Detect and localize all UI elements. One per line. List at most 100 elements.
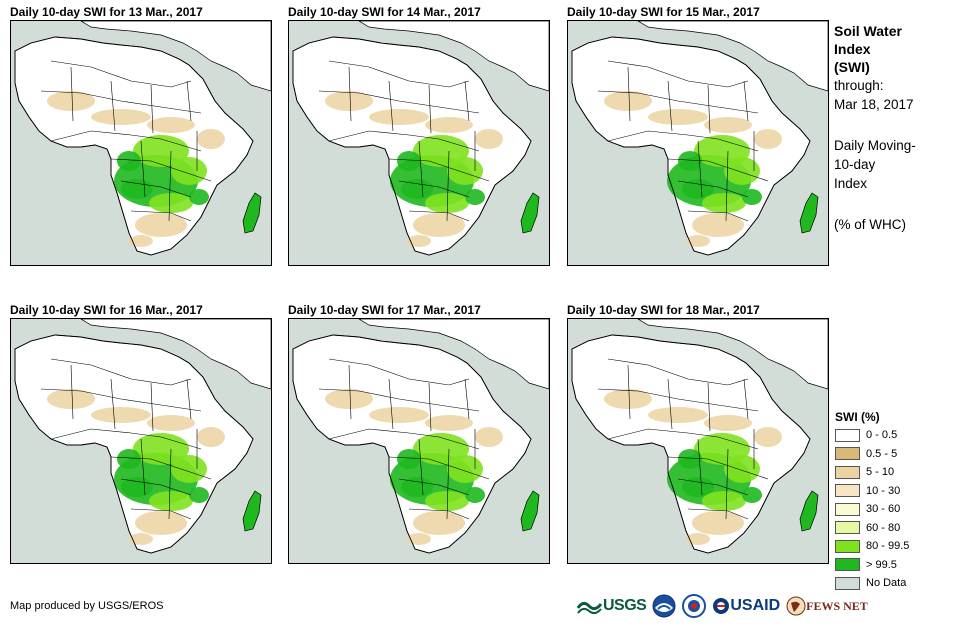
legend-label: No Data xyxy=(866,577,907,590)
legend-label: 10 - 30 xyxy=(866,484,901,497)
country-border xyxy=(418,429,476,520)
map-panel: Daily 10-day SWI for 16 Mar., 2017 xyxy=(10,302,272,564)
swi-map xyxy=(567,20,829,266)
dry-soil-region xyxy=(604,91,652,111)
coastline xyxy=(292,334,532,554)
legend-label: 0.5 - 5 xyxy=(866,447,898,460)
dry-soil-region xyxy=(413,511,465,535)
info-title-line: (SWI) xyxy=(834,59,870,75)
dry-soil-region xyxy=(704,415,752,431)
country-border xyxy=(318,388,480,412)
dry-soil-region xyxy=(692,213,744,237)
dry-soil-region xyxy=(129,533,153,545)
country-border xyxy=(677,478,749,520)
wet-soil-region xyxy=(678,151,702,171)
country-border xyxy=(388,456,490,480)
usgs-text: USGS xyxy=(603,597,647,614)
wet-soil-region xyxy=(742,487,762,503)
country-border xyxy=(70,364,192,432)
legend-swatch xyxy=(835,576,860,590)
wet-soil-region xyxy=(724,455,760,483)
country-border xyxy=(607,60,749,88)
dry-soil-region xyxy=(369,407,429,423)
wet-soil-region xyxy=(447,455,483,483)
legend-item: 30 - 60 xyxy=(835,500,965,519)
dry-soil-region xyxy=(91,109,151,125)
dry-soil-region xyxy=(325,91,373,111)
map-panel: Daily 10-day SWI for 17 Mar., 2017 xyxy=(288,302,550,564)
map-panel: Daily 10-day SWI for 15 Mar., 2017 xyxy=(567,4,829,266)
wet-soil-region xyxy=(117,151,141,171)
country-border xyxy=(140,131,198,222)
country-border xyxy=(607,130,759,152)
wet-soil-region xyxy=(149,491,193,511)
map-panel: Daily 10-day SWI for 14 Mar., 2017 xyxy=(288,4,550,266)
country-border xyxy=(110,158,212,182)
eurasia-landmass xyxy=(80,319,271,390)
wet-soil-region xyxy=(149,193,193,213)
panel-title: Daily 10-day SWI for 17 Mar., 2017 xyxy=(288,303,481,317)
country-border xyxy=(388,158,490,182)
wet-soil-region xyxy=(413,135,469,167)
africa-map xyxy=(14,319,271,554)
wet-soil-region xyxy=(413,433,469,465)
dry-soil-region xyxy=(475,129,503,149)
legend-item: 10 - 30 xyxy=(835,482,965,501)
country-border xyxy=(120,478,192,520)
legend-item: No Data xyxy=(835,574,965,593)
country-border xyxy=(328,428,480,450)
country-border xyxy=(667,158,769,182)
country-border xyxy=(627,66,749,134)
legend-title: SWI (%) xyxy=(835,410,880,424)
country-border xyxy=(50,130,202,152)
wet-soil-region xyxy=(171,455,207,483)
dry-soil-region xyxy=(325,389,373,409)
seal-icon xyxy=(682,594,707,618)
africa-map xyxy=(292,319,549,554)
fews-globe-icon xyxy=(786,596,806,616)
madagascar-landmass xyxy=(242,192,262,234)
country-border xyxy=(120,180,192,222)
usgs-logo: USGS xyxy=(577,596,647,616)
country-border xyxy=(140,429,198,520)
legend: SWI (%) 0 - 0.5 0.5 - 5 5 - 10 10 - 30 30 - … xyxy=(835,408,965,593)
wet-soil-region xyxy=(682,179,714,199)
wet-soil-region xyxy=(401,477,433,497)
credit-text: Map produced by USGS/EROS xyxy=(10,600,164,612)
africa-map xyxy=(292,21,549,256)
map-info: Soil Water Index (SWI) through: Mar 18, … xyxy=(834,22,964,234)
through-label: through: xyxy=(834,78,884,93)
country-border xyxy=(328,130,480,152)
eurasia-landmass xyxy=(637,21,828,92)
swi-map xyxy=(288,20,550,266)
legend-label: 30 - 60 xyxy=(866,503,901,516)
usaid-logo: USAID xyxy=(712,597,780,615)
description-line: Daily Moving- xyxy=(834,138,916,153)
country-border xyxy=(50,60,192,88)
legend-swatch xyxy=(835,447,860,461)
eurasia-landmass xyxy=(80,21,271,92)
panel-title: Daily 10-day SWI for 13 Mar., 2017 xyxy=(10,5,203,19)
fews-net-logo: FEWS NET xyxy=(786,596,868,616)
through-date: Mar 18, 2017 xyxy=(834,97,914,112)
dry-soil-region xyxy=(686,235,710,247)
wet-soil-region xyxy=(397,151,421,171)
swi-map xyxy=(10,318,272,564)
country-border xyxy=(40,90,202,114)
dry-soil-region xyxy=(692,511,744,535)
country-border xyxy=(318,90,480,114)
legend-swatch xyxy=(835,465,860,479)
country-border xyxy=(328,358,470,386)
legend-item: 5 - 10 xyxy=(835,463,965,482)
dry-soil-region xyxy=(147,415,195,431)
madagascar-landmass xyxy=(520,490,540,532)
country-border xyxy=(597,388,759,412)
dry-soil-region xyxy=(147,117,195,133)
africa-map xyxy=(571,319,828,554)
country-border xyxy=(607,428,759,450)
eurasia-landmass xyxy=(358,21,549,92)
legend-swatch xyxy=(835,428,860,442)
legend-label: 0 - 0.5 xyxy=(866,429,898,442)
dry-soil-region xyxy=(648,109,708,125)
dry-soil-region xyxy=(197,427,225,447)
